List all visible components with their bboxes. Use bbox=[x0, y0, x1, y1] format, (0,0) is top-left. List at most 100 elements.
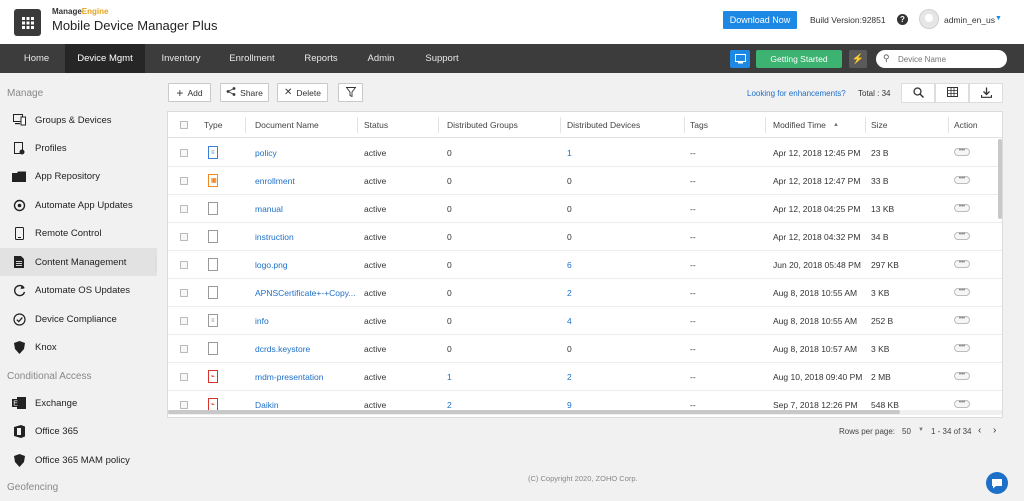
row-checkbox[interactable] bbox=[180, 317, 188, 325]
distributed-devices-cell[interactable]: 2 bbox=[567, 372, 572, 382]
sidebar-item-office-365[interactable]: Office 365 bbox=[0, 417, 157, 445]
document-name-link[interactable]: APNSCertificate+-+Copy... bbox=[255, 288, 356, 298]
chat-icon[interactable] bbox=[986, 472, 1008, 494]
sidebar-item-automate-app-updates[interactable]: Automate App Updates bbox=[0, 191, 157, 219]
select-all-checkbox[interactable] bbox=[180, 121, 188, 129]
column-distributed-groups[interactable]: Distributed Groups bbox=[447, 120, 518, 130]
next-page-icon[interactable]: › bbox=[993, 425, 997, 436]
document-name-link[interactable]: logo.png bbox=[255, 260, 288, 270]
distributed-devices-cell[interactable]: 4 bbox=[567, 316, 572, 326]
column-distributed-devices[interactable]: Distributed Devices bbox=[567, 120, 641, 130]
table-row[interactable]: dcrds.keystore active 0 0 -- Aug 8, 2018 10:5… bbox=[168, 335, 1002, 363]
remote-screen-icon[interactable] bbox=[730, 50, 750, 68]
nav-device-mgmt[interactable]: Device Mgmt bbox=[65, 44, 145, 73]
row-checkbox[interactable] bbox=[180, 177, 188, 185]
row-checkbox[interactable] bbox=[180, 149, 188, 157]
apps-grid-icon[interactable] bbox=[14, 9, 41, 36]
table-row[interactable]: APNSCertificate+-+Copy... active 0 2 -- Aug 8… bbox=[168, 279, 1002, 307]
table-row[interactable]: ⌁ mdm-presentation active 1 2 -- Aug 10, 2018 … bbox=[168, 363, 1002, 391]
previous-page-icon[interactable]: ‹ bbox=[978, 425, 982, 436]
document-name-link[interactable]: info bbox=[255, 316, 269, 326]
add-button[interactable]: + Add bbox=[168, 83, 211, 102]
row-checkbox[interactable] bbox=[180, 373, 188, 381]
more-actions-icon[interactable]: ••• bbox=[954, 176, 970, 184]
sidebar-item-app-repository[interactable]: App Repository bbox=[0, 162, 157, 190]
sidebar-item-groups-devices[interactable]: Groups & Devices bbox=[0, 106, 157, 134]
column-status[interactable]: Status bbox=[364, 120, 389, 130]
getting-started-button[interactable]: Getting Started bbox=[756, 50, 842, 68]
sidebar-item-knox[interactable]: Knox bbox=[0, 333, 157, 361]
more-actions-icon[interactable]: ••• bbox=[954, 288, 970, 296]
delete-button[interactable]: ✕ Delete bbox=[277, 83, 328, 102]
help-icon[interactable]: ? bbox=[897, 14, 908, 25]
sidebar-item-content-management[interactable]: Content Management bbox=[0, 248, 157, 276]
sidebar-item-office-365-mam[interactable]: Office 365 MAM policy bbox=[0, 446, 157, 474]
row-checkbox[interactable] bbox=[180, 345, 188, 353]
document-name-link[interactable]: policy bbox=[255, 148, 277, 158]
more-actions-icon[interactable]: ••• bbox=[954, 148, 970, 156]
row-checkbox[interactable] bbox=[180, 401, 188, 409]
distributed-groups-cell[interactable]: 2 bbox=[447, 400, 452, 410]
nav-admin[interactable]: Admin bbox=[367, 53, 395, 64]
document-name-link[interactable]: Daikin bbox=[255, 400, 279, 410]
download-now-button[interactable]: Download Now bbox=[723, 11, 797, 29]
column-modified-time[interactable]: Modified Time bbox=[773, 120, 826, 130]
nav-reports[interactable]: Reports bbox=[304, 53, 338, 64]
distributed-devices-cell[interactable]: 1 bbox=[567, 148, 572, 158]
sidebar-item-profiles[interactable]: Profiles bbox=[0, 134, 157, 162]
distributed-devices-cell[interactable]: 9 bbox=[567, 400, 572, 410]
distributed-groups-cell[interactable]: 1 bbox=[447, 372, 452, 382]
quick-actions-bolt-icon[interactable]: ⚡ bbox=[849, 50, 867, 68]
horizontal-scrollbar[interactable] bbox=[168, 410, 900, 414]
column-chooser-button[interactable] bbox=[935, 83, 969, 103]
row-checkbox[interactable] bbox=[180, 289, 188, 297]
table-row[interactable]: ▣ enrollment active 0 0 -- Apr 12, 2018 12:47 … bbox=[168, 167, 1002, 195]
avatar[interactable] bbox=[919, 9, 939, 29]
distributed-devices-cell[interactable]: 2 bbox=[567, 288, 572, 298]
column-tags[interactable]: Tags bbox=[690, 120, 708, 130]
nav-inventory[interactable]: Inventory bbox=[161, 53, 201, 64]
nav-enrollment[interactable]: Enrollment bbox=[229, 53, 275, 64]
row-checkbox[interactable] bbox=[180, 205, 188, 213]
document-name-link[interactable]: dcrds.keystore bbox=[255, 344, 311, 354]
share-button[interactable]: Share bbox=[220, 83, 269, 102]
column-type[interactable]: Type bbox=[204, 120, 223, 130]
document-name-link[interactable]: manual bbox=[255, 204, 283, 214]
table-row[interactable]: ≡ policy active 0 1 -- Apr 12, 2018 12:45 PM 23… bbox=[168, 139, 1002, 167]
table-row[interactable]: manual active 0 0 -- Apr 12, 2018 04:25 PM 13 … bbox=[168, 195, 1002, 223]
enhancements-link[interactable]: Looking for enhancements? bbox=[747, 89, 846, 98]
filter-button[interactable] bbox=[338, 83, 363, 102]
more-actions-icon[interactable]: ••• bbox=[954, 400, 970, 408]
more-actions-icon[interactable]: ••• bbox=[954, 204, 970, 212]
row-checkbox[interactable] bbox=[180, 233, 188, 241]
chevron-down-icon[interactable]: ▼ bbox=[918, 427, 924, 433]
sidebar-item-exchange[interactable]: E Exchange bbox=[0, 389, 157, 417]
more-actions-icon[interactable]: ••• bbox=[954, 372, 970, 380]
nav-home[interactable]: Home bbox=[23, 53, 50, 64]
table-row[interactable]: ≡ info active 0 4 -- Aug 8, 2018 10:55 AM 252 B… bbox=[168, 307, 1002, 335]
nav-support[interactable]: Support bbox=[425, 53, 459, 64]
export-button[interactable] bbox=[969, 83, 1003, 103]
device-search[interactable]: ⚲ bbox=[876, 50, 1007, 68]
more-actions-icon[interactable]: ••• bbox=[954, 260, 970, 268]
column-size[interactable]: Size bbox=[871, 120, 888, 130]
document-name-link[interactable]: instruction bbox=[255, 232, 294, 242]
table-search-button[interactable] bbox=[901, 83, 935, 103]
sidebar-item-device-compliance[interactable]: Device Compliance bbox=[0, 305, 157, 333]
document-name-link[interactable]: mdm-presentation bbox=[255, 372, 324, 382]
sidebar-item-remote-control[interactable]: Remote Control bbox=[0, 219, 157, 247]
column-document-name[interactable]: Document Name bbox=[255, 120, 319, 130]
sidebar-item-automate-os-updates[interactable]: Automate OS Updates bbox=[0, 276, 157, 304]
more-actions-icon[interactable]: ••• bbox=[954, 344, 970, 352]
chevron-down-icon[interactable]: ▼ bbox=[995, 15, 1002, 22]
user-name[interactable]: admin_en_us bbox=[944, 15, 996, 25]
document-name-link[interactable]: enrollment bbox=[255, 176, 295, 186]
distributed-devices-cell[interactable]: 6 bbox=[567, 260, 572, 270]
device-search-input[interactable] bbox=[898, 52, 1002, 66]
row-checkbox[interactable] bbox=[180, 261, 188, 269]
more-actions-icon[interactable]: ••• bbox=[954, 232, 970, 240]
sort-ascending-icon[interactable]: ▲ bbox=[833, 122, 839, 128]
table-row[interactable]: instruction active 0 0 -- Apr 12, 2018 04:32 … bbox=[168, 223, 1002, 251]
vertical-scrollbar[interactable] bbox=[998, 139, 1002, 219]
table-row[interactable]: logo.png active 0 6 -- Jun 20, 2018 05:48 PM 2… bbox=[168, 251, 1002, 279]
